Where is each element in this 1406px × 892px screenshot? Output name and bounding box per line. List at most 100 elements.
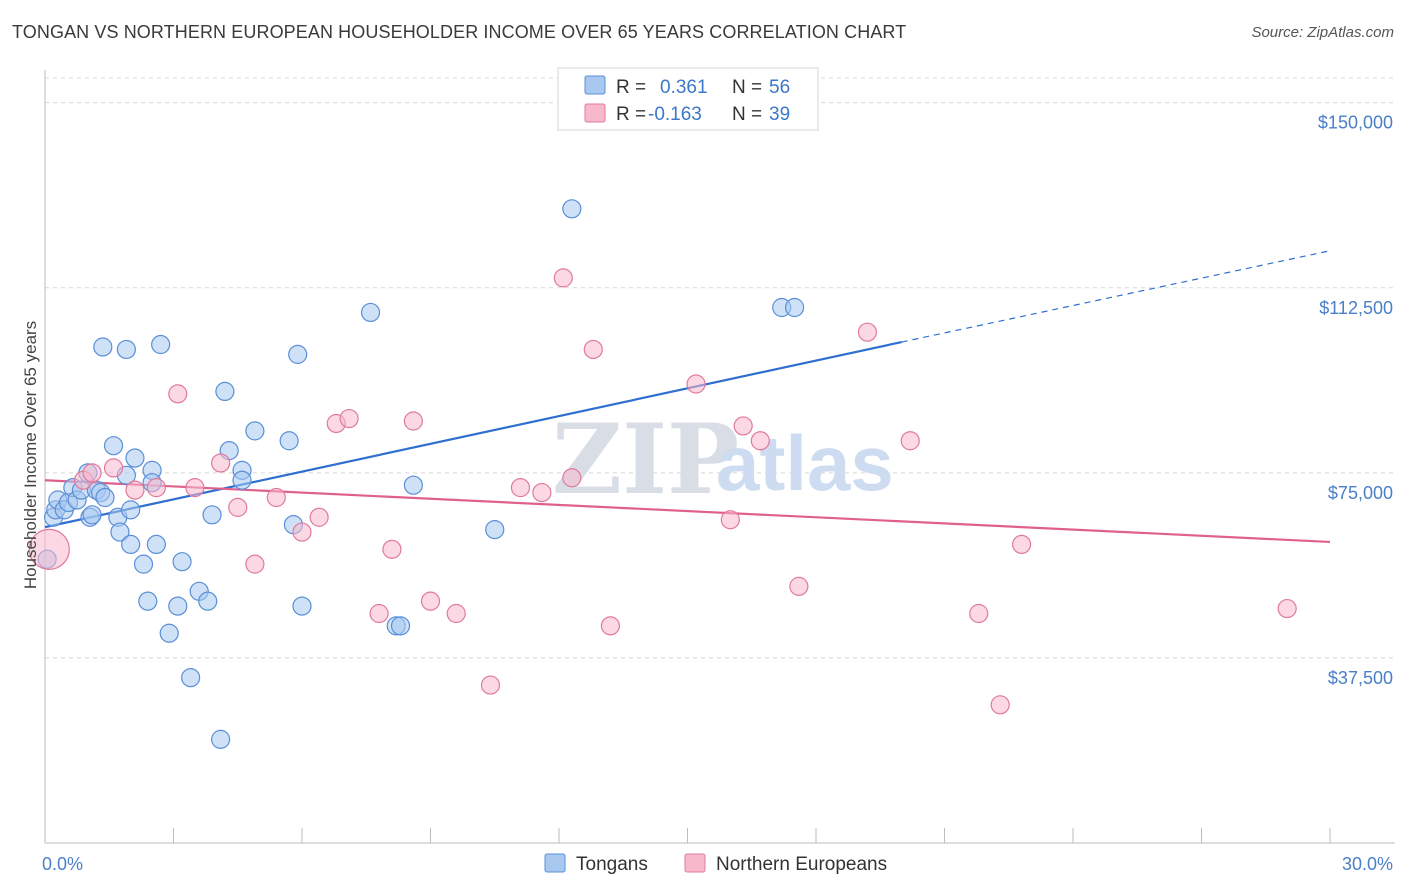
x-tick-label-start: 0.0% [42, 854, 83, 874]
legend-r-label: R = [616, 104, 646, 125]
northern-europeans-point [600, 616, 621, 636]
trend-lines [44, 250, 1331, 544]
grid-lines [45, 77, 1395, 659]
northern-europeans-point [339, 408, 359, 429]
tongans-point [403, 475, 423, 495]
legend-n-label: N = [732, 104, 762, 125]
tongans-point [103, 436, 124, 456]
northern-europeans-point [382, 539, 402, 559]
tongans-point [95, 487, 115, 508]
legend-r-label: R = [616, 77, 646, 98]
northern-europeans-point [733, 416, 753, 436]
tongans-point [215, 381, 235, 402]
northern-europeans-point [562, 468, 582, 488]
northern-europeans-point [1011, 534, 1032, 555]
northern-europeans-point [369, 603, 389, 624]
data-points [28, 199, 1297, 749]
tongans-point [110, 522, 130, 542]
northern-europeans-point [266, 487, 286, 508]
northern-europeans-point [146, 478, 166, 498]
northern-europeans-point [228, 497, 248, 517]
tongans-point [172, 552, 192, 572]
northern-europeans-point [686, 374, 706, 394]
tongans-trend-line [44, 340, 902, 529]
watermark: ZIP atlas [552, 403, 894, 516]
northern-europeans-point [532, 482, 552, 503]
northern-europeans-point [553, 268, 573, 288]
northern-europeans-point [28, 528, 70, 570]
tongans-point [360, 302, 381, 323]
tongans-point [93, 337, 113, 357]
northern-europeans-point [125, 480, 145, 500]
tongans-point [151, 334, 171, 355]
x-tick-label-end: 30.0% [1342, 854, 1393, 874]
northern-europeans-point [789, 576, 809, 596]
northern-europeans-point [168, 384, 188, 404]
chart-source: Source: ZipAtlas.com [1251, 24, 1394, 41]
tongans-point [784, 297, 805, 318]
tongans-point [168, 596, 188, 616]
chart-title: TONGAN VS NORTHERN EUROPEAN HOUSEHOLDER … [12, 22, 907, 42]
tongans-point [198, 591, 218, 611]
northern-europeans-point [420, 591, 441, 611]
tongans-point [232, 470, 252, 490]
northern-europeans-trend-line [44, 479, 1331, 544]
tongans-point [159, 623, 179, 643]
tongans-trend-extension [901, 250, 1331, 343]
tongans-point [562, 199, 582, 219]
y-tick-label: $37,500 [1328, 668, 1393, 688]
series-legend: Tongans Northern Europeans [544, 853, 887, 875]
watermark-zip: ZIP [552, 403, 739, 516]
tongans-point [202, 505, 222, 525]
northern-europeans-point [480, 675, 501, 695]
northern-europeans-point [900, 431, 920, 451]
tongans-point [121, 534, 141, 555]
northern-europeans-point [185, 478, 205, 498]
northern-europeans-point [292, 522, 312, 542]
tongans-point [485, 519, 505, 540]
legend-r-value: 0.361 [660, 77, 708, 98]
tongans-point [138, 591, 158, 611]
northern-europeans-point [720, 510, 740, 530]
legend-r-value: -0.163 [648, 104, 702, 125]
legend-n-value: 56 [769, 77, 790, 98]
tongans-point [181, 668, 201, 688]
stats-legend: R = 0.361 N = 56 R = -0.163 N = 39 [557, 67, 819, 131]
tongans-point [121, 500, 141, 520]
tongans-point [390, 616, 411, 636]
northern-europeans-point [446, 603, 466, 624]
tongans-point [116, 339, 136, 360]
northern-europeans-point [211, 453, 231, 473]
northern-europeans-point [857, 322, 878, 342]
northern-europeans-point [309, 507, 329, 527]
tongans-point [245, 421, 265, 441]
northern-europeans-point [583, 339, 603, 360]
series-legend-label-tongans: Tongans [576, 854, 648, 875]
northern-europeans-point [510, 478, 531, 498]
northern-europeans-point [82, 463, 102, 483]
y-tick-labels: $37,500 $75,000 $112,500 $150,000 [1318, 113, 1393, 688]
legend-swatch-tongans [584, 75, 606, 95]
y-tick-label: $150,000 [1318, 113, 1393, 133]
northern-europeans-point [245, 554, 265, 574]
tongans-point [146, 534, 166, 555]
tongans-point [288, 344, 308, 364]
legend-swatch-northern-europeans [584, 103, 606, 123]
northern-europeans-point [1277, 598, 1297, 619]
tongans-point [133, 554, 154, 574]
tongans-point [279, 431, 299, 451]
tongans-point [82, 505, 102, 525]
legend-n-value: 39 [769, 104, 790, 125]
tongans-point [125, 448, 145, 468]
y-axis-label: Householder Income Over 65 years [21, 321, 40, 589]
tongans-point [292, 596, 312, 616]
legend-n-label: N = [732, 77, 762, 98]
northern-europeans-point [990, 695, 1010, 715]
y-tick-label: $75,000 [1328, 483, 1393, 503]
northern-europeans-point [403, 411, 423, 431]
series-legend-label-northern-europeans: Northern Europeans [716, 854, 887, 875]
northern-europeans-point [103, 458, 124, 478]
series-legend-swatch-northern-europeans [684, 853, 706, 873]
y-tick-label: $112,500 [1319, 298, 1393, 318]
